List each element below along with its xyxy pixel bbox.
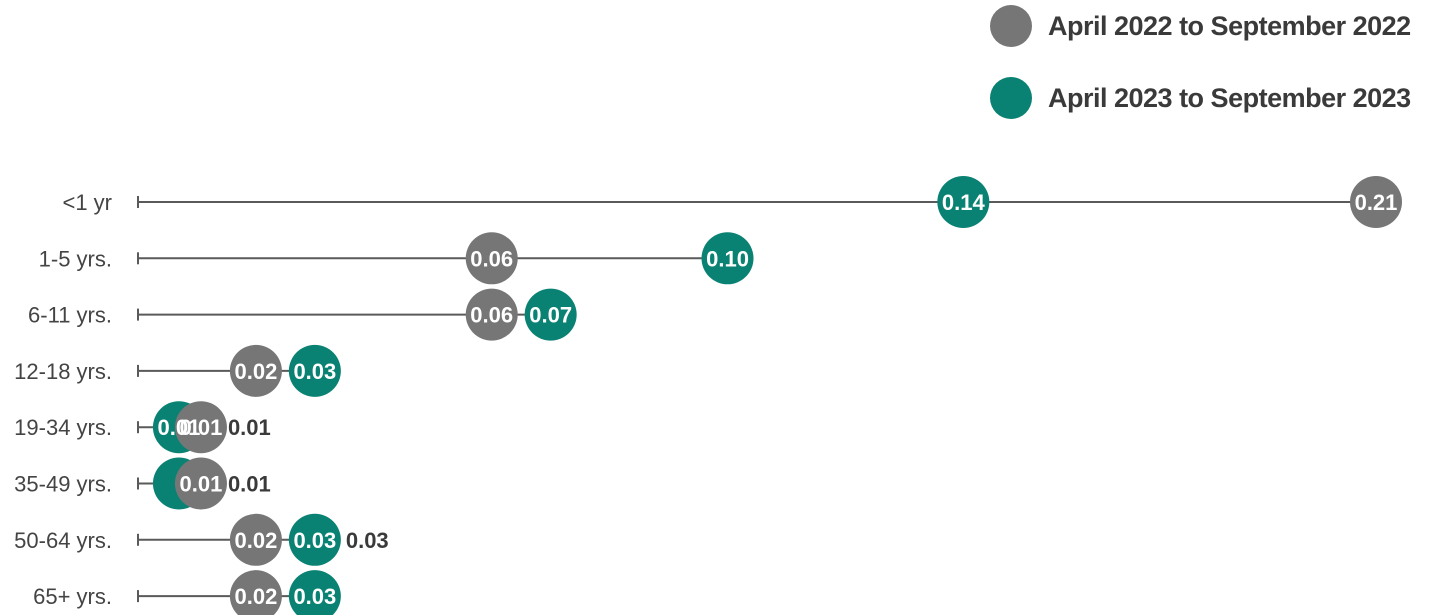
dumbbell-row: 35-49 yrs. 0.01 0.01 bbox=[14, 457, 271, 510]
legend-item-2023: April 2023 to September 2023 bbox=[990, 76, 1411, 120]
legend-swatch-2023 bbox=[990, 77, 1032, 119]
point-2023 bbox=[937, 176, 990, 228]
row-label: 19-34 yrs. bbox=[14, 415, 112, 440]
point-2023-label: 0.01 bbox=[158, 415, 201, 440]
point-2022 bbox=[229, 513, 282, 566]
point-2022-label: 0.06 bbox=[470, 303, 513, 328]
point-2022 bbox=[465, 288, 518, 341]
point-2023 bbox=[524, 288, 577, 341]
point-2023-label: 0.03 bbox=[293, 528, 336, 553]
point-2022-label: 0.01 bbox=[180, 472, 223, 497]
row-label: 65+ yrs. bbox=[33, 584, 112, 609]
legend: April 2022 to September 2022 April 2023 … bbox=[990, 4, 1411, 148]
legend-label-2023: April 2023 to September 2023 bbox=[1048, 82, 1411, 113]
point-2023 bbox=[288, 570, 341, 615]
legend-item-2022: April 2022 to September 2022 bbox=[990, 4, 1411, 48]
row-label: <1 yr bbox=[62, 190, 112, 215]
row-label: 35-49 yrs. bbox=[14, 472, 112, 497]
point-2023-label: 0.10 bbox=[706, 246, 749, 271]
point-2023-label: 0.03 bbox=[293, 584, 336, 609]
outside-value-label: 0.01 bbox=[228, 415, 271, 440]
point-2022-label: 0.02 bbox=[234, 359, 277, 384]
point-2022-label: 0.01 bbox=[180, 415, 223, 440]
row-label: 50-64 yrs. bbox=[14, 528, 112, 553]
point-2022 bbox=[465, 232, 518, 285]
point-2022-label: 0.02 bbox=[234, 528, 277, 553]
point-2022 bbox=[229, 344, 282, 397]
point-2022 bbox=[1350, 176, 1402, 228]
point-2022-label: 0.06 bbox=[470, 246, 513, 271]
row-label: 1-5 yrs. bbox=[39, 246, 112, 271]
dumbbell-row: 1-5 yrs. 0.10 0.06 bbox=[39, 232, 754, 285]
dumbbell-row: 6-11 yrs. 0.07 0.06 bbox=[28, 288, 577, 341]
legend-swatch-2022 bbox=[990, 5, 1032, 47]
point-2022-label: 0.02 bbox=[234, 584, 277, 609]
point-2023-label: 0.14 bbox=[942, 190, 986, 215]
outside-value-label: 0.01 bbox=[228, 472, 271, 497]
point-2022 bbox=[174, 401, 227, 454]
point-2022 bbox=[229, 570, 282, 615]
row-label: 6-11 yrs. bbox=[28, 303, 112, 328]
legend-label-2022: April 2022 to September 2022 bbox=[1048, 10, 1411, 41]
dumbbell-row: 19-34 yrs. 0.010.01 0.01 bbox=[14, 401, 271, 454]
point-2023 bbox=[701, 232, 754, 285]
dumbbell-row: <1 yr 0.21 0.14 bbox=[62, 176, 1402, 228]
dumbbell-row: 65+ yrs. 0.03 0.02 bbox=[33, 570, 341, 615]
point-2022-label: 0.21 bbox=[1355, 190, 1398, 215]
row-label: 12-18 yrs. bbox=[14, 359, 112, 384]
point-2023 bbox=[288, 344, 341, 397]
point-2023-label: 0.07 bbox=[529, 303, 572, 328]
point-2023-label: 0.03 bbox=[293, 359, 336, 384]
outside-value-label: 0.03 bbox=[346, 528, 389, 553]
dumbbell-row: 50-64 yrs. 0.03 0.02 0.03 bbox=[14, 513, 389, 566]
point-2023 bbox=[288, 513, 341, 566]
point-2022 bbox=[174, 457, 227, 510]
dumbbell-row: 12-18 yrs. 0.03 0.02 bbox=[14, 344, 341, 397]
